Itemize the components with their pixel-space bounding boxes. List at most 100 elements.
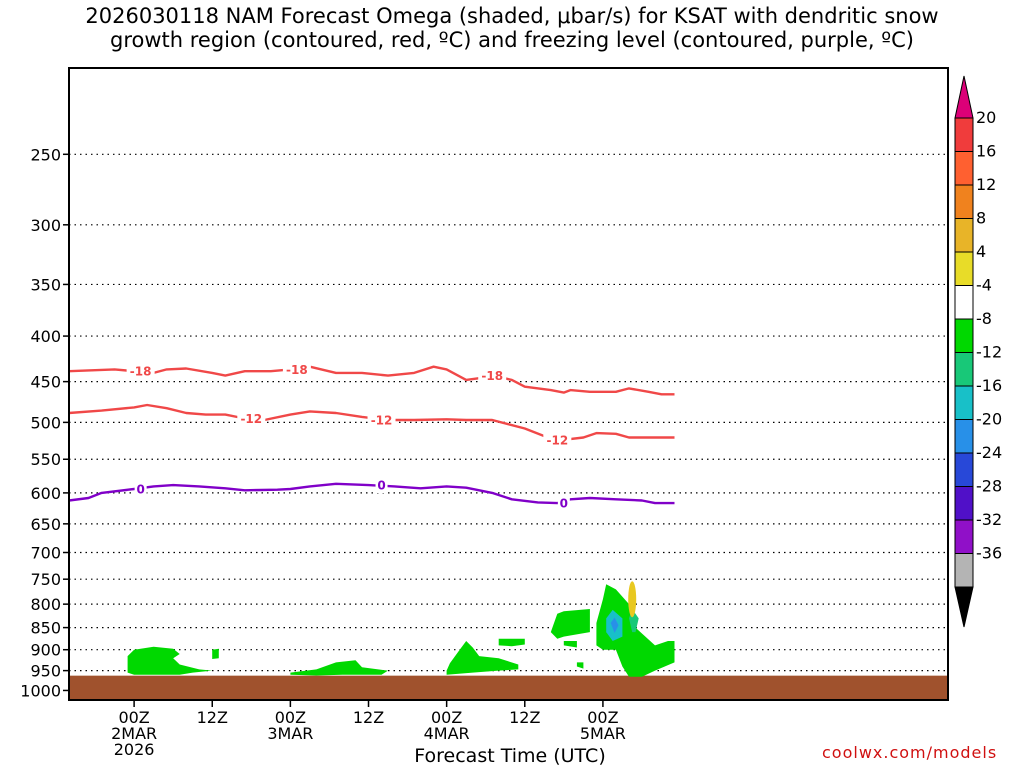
- contour-label--12-0: -12: [240, 412, 262, 426]
- contour-label-0-0: 0: [136, 483, 144, 497]
- colorbar-bottom-arrow: [954, 586, 974, 628]
- xtick-label-36-0: 12Z: [353, 708, 384, 727]
- chart-title: 2026030118 NAM Forecast Omega (shaded, μ…: [0, 4, 1024, 52]
- contour-label-bg--12-1: [367, 412, 396, 429]
- xtick-label-12-0: 12Z: [197, 708, 228, 727]
- omega-positive-region: [628, 581, 637, 618]
- colorbar-top-arrow: [954, 75, 974, 119]
- ytick-label-300: 300: [30, 216, 61, 235]
- colorbar-swatch-6: [954, 318, 974, 353]
- colorbar-swatch-13: [954, 553, 974, 588]
- omega-blob-day1: [127, 646, 213, 675]
- xtick-label-0-0: 00Z: [118, 708, 149, 727]
- ytick-label-400: 400: [30, 327, 61, 346]
- colorbar: 20 16 12 8 4 -4 -8 -12 -16 -20 -24 -28 -32 -36: [954, 75, 1002, 628]
- colorbar-label-5: -4: [976, 276, 992, 295]
- xtick-label-24-0: 00Z: [275, 708, 306, 727]
- xtick-label-72-1: 5MAR: [580, 724, 626, 743]
- xtick-label-48-1: 4MAR: [424, 724, 470, 743]
- x-axis-label: Forecast Time (UTC): [414, 745, 606, 767]
- grid-lines: [69, 153, 948, 692]
- colorbar-label-4: 4: [976, 242, 986, 261]
- omega-shading: [69, 581, 948, 700]
- ytick-label-850: 850: [30, 619, 61, 638]
- colorbar-label-1: 16: [976, 142, 996, 161]
- ytick-label-550: 550: [30, 450, 61, 469]
- omega-blob-day2: [290, 660, 388, 676]
- contour-label--18-0: -18: [130, 365, 152, 379]
- colorbar-label-7: -12: [976, 343, 1002, 362]
- ytick-label-600: 600: [30, 484, 61, 503]
- omega-blob-day4c: [576, 662, 584, 669]
- colorbar-label-9: -20: [976, 410, 1002, 429]
- colorbar-label-8: -16: [976, 376, 1002, 395]
- ytick-label-900: 900: [30, 641, 61, 660]
- colorbar-swatch-7: [954, 352, 974, 387]
- temperature-contours: -18 -18 -18 -12 -12 -12 0 0 0: [69, 361, 675, 512]
- colorbar-swatch-9: [954, 419, 974, 454]
- colorbar-swatch-12: [954, 519, 974, 554]
- omega-core-strongest: [610, 617, 619, 633]
- colorbar-label-3: 8: [976, 209, 986, 228]
- watermark: coolwx.com/models: [822, 743, 998, 762]
- contour-label--18-1: -18: [286, 363, 308, 377]
- contour-label--12-1: -12: [371, 414, 393, 428]
- contour-label-0-2: 0: [560, 497, 568, 511]
- colorbar-swatch-8: [954, 385, 974, 420]
- colorbar-swatch-5: [954, 285, 974, 320]
- contour-label-bg--12-2: [543, 431, 572, 448]
- ytick-label-800: 800: [30, 595, 61, 614]
- xtick-label-24-1: 3MAR: [267, 724, 313, 743]
- contour-label-bg--12-0: [237, 410, 266, 427]
- omega-blob-day4b: [563, 641, 577, 648]
- ytick-label-650: 650: [30, 515, 61, 534]
- ytick-label-500: 500: [30, 413, 61, 432]
- plot-frame: [68, 67, 949, 701]
- contour-line--18: [69, 365, 675, 396]
- contour-label-bg--18-1: [282, 361, 311, 378]
- xtick-label-0-1: 2MAR: [111, 724, 157, 743]
- y-axis-pressure: 250 300 350 400 450 500 550 600 650 700 750 800 850 9…: [20, 145, 69, 700]
- contour-label-0-1: 0: [377, 479, 385, 493]
- contour-label-bg--18-0: [126, 363, 155, 380]
- ytick-label-350: 350: [30, 275, 61, 294]
- ytick-label-950: 950: [30, 662, 61, 681]
- colorbar-swatch-2: [954, 184, 974, 219]
- ytick-label-250: 250: [30, 145, 61, 164]
- colorbar-swatch-3: [954, 218, 974, 253]
- contour-label-bg-0-1: [375, 477, 388, 494]
- omega-blob-day1b: [212, 648, 219, 659]
- contour-label--12-2: -12: [546, 433, 568, 447]
- omega-blob-day4: [550, 609, 590, 639]
- xtick-label-0-2: 2026: [114, 740, 155, 759]
- colorbar-swatch-1: [954, 151, 974, 186]
- ytick-label-700: 700: [30, 544, 61, 563]
- colorbar-swatch-4: [954, 251, 974, 286]
- colorbar-label-2: 12: [976, 175, 996, 194]
- contour-label-bg-0-2: [557, 495, 570, 512]
- xtick-label-48-0: 00Z: [431, 708, 462, 727]
- xtick-label-72-0: 00Z: [587, 708, 618, 727]
- contour-label-bg-0-0: [134, 481, 147, 498]
- ytick-label-750: 750: [30, 570, 61, 589]
- colorbar-label-12: -32: [976, 510, 1002, 529]
- ytick-label-450: 450: [30, 373, 61, 392]
- xtick-label-60-0: 12Z: [509, 708, 540, 727]
- colorbar-label-0: 20: [976, 108, 996, 127]
- contour-label--18-2: -18: [481, 369, 503, 383]
- colorbar-label-6: -8: [976, 309, 992, 328]
- colorbar-swatch-10: [954, 452, 974, 487]
- colorbar-label-13: -36: [976, 544, 1002, 563]
- colorbar-label-11: -28: [976, 477, 1002, 496]
- colorbar-label-10: -24: [976, 443, 1002, 462]
- title-line-2: growth region (contoured, red, ºC) and f…: [110, 28, 914, 52]
- title-line-1: 2026030118 NAM Forecast Omega (shaded, μ…: [85, 4, 939, 28]
- contour-label-bg--18-2: [478, 367, 507, 384]
- omega-blob-day3: [446, 641, 519, 675]
- colorbar-swatch-11: [954, 486, 974, 521]
- ground-terrain: [69, 675, 948, 700]
- omega-blob-day3b: [498, 638, 525, 647]
- colorbar-swatch-0: [954, 117, 974, 152]
